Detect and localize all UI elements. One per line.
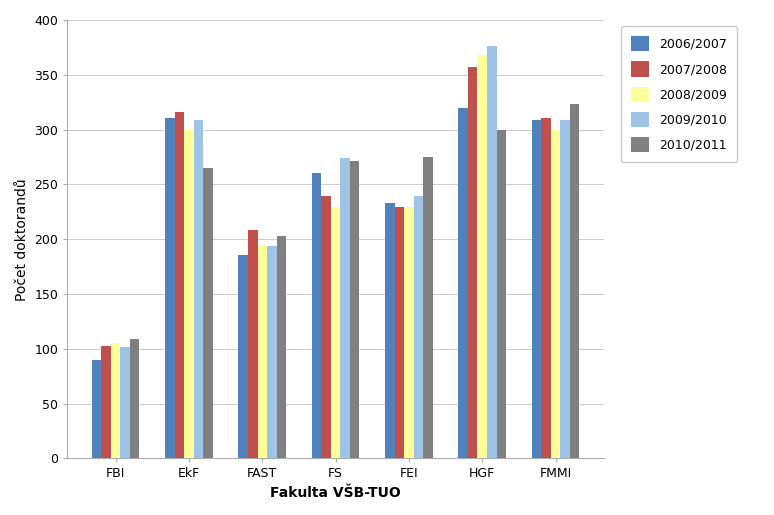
Bar bbox=[92, 360, 101, 458]
Bar bbox=[312, 174, 321, 458]
Bar bbox=[101, 346, 111, 458]
X-axis label: Fakulta VŠB-TUO: Fakulta VŠB-TUO bbox=[270, 486, 401, 500]
Legend: 2006/2007, 2007/2008, 2008/2009, 2009/2010, 2010/2011: 2006/2007, 2007/2008, 2008/2009, 2009/20… bbox=[621, 26, 738, 163]
Bar bbox=[165, 117, 175, 458]
Bar bbox=[258, 245, 267, 458]
Bar bbox=[385, 203, 395, 458]
Bar bbox=[184, 130, 194, 458]
Bar bbox=[267, 246, 276, 458]
Bar bbox=[487, 46, 496, 458]
Bar bbox=[541, 117, 551, 458]
Bar bbox=[413, 196, 423, 458]
Bar bbox=[570, 105, 580, 458]
Bar bbox=[560, 120, 570, 458]
Bar bbox=[395, 208, 404, 458]
Bar bbox=[532, 120, 541, 458]
Bar bbox=[130, 339, 139, 458]
Bar bbox=[551, 130, 560, 458]
Bar bbox=[321, 196, 330, 458]
Bar bbox=[276, 236, 286, 458]
Bar bbox=[204, 168, 213, 458]
Bar bbox=[248, 230, 258, 458]
Bar bbox=[496, 130, 506, 458]
Bar bbox=[111, 344, 121, 458]
Bar bbox=[341, 158, 350, 458]
Y-axis label: Počet doktorandů: Počet doktorandů bbox=[15, 178, 29, 301]
Bar bbox=[404, 208, 413, 458]
Bar bbox=[350, 161, 359, 458]
Bar bbox=[468, 67, 478, 458]
Bar bbox=[175, 112, 184, 458]
Bar bbox=[194, 120, 204, 458]
Bar bbox=[478, 55, 487, 458]
Bar bbox=[330, 208, 341, 458]
Bar bbox=[423, 157, 433, 458]
Bar bbox=[238, 254, 248, 458]
Bar bbox=[121, 347, 130, 458]
Bar bbox=[458, 108, 468, 458]
